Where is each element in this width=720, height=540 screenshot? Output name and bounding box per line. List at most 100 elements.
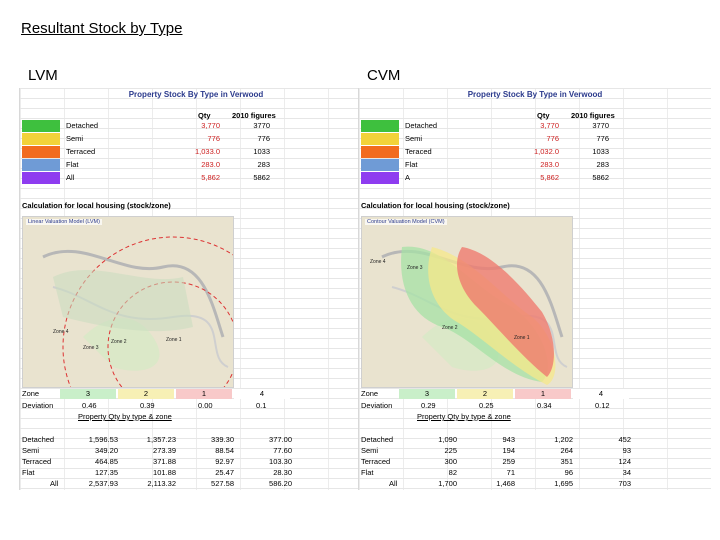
table-cell: 82: [448, 468, 457, 477]
stock-type: Semi: [405, 134, 423, 143]
table-row-type: Terraced: [22, 457, 52, 466]
table-cell: 103.30: [269, 457, 292, 466]
table-cell: 527.58: [211, 479, 234, 488]
stock-swatch: [361, 133, 399, 145]
map-zone-label: Zone 1: [514, 335, 530, 341]
stock-2010: 5862: [253, 173, 270, 182]
table-cell: 1,202: [554, 435, 573, 444]
zone-number: 1: [176, 389, 232, 399]
stock-type: Detached: [405, 121, 438, 130]
cvm-label: CVM: [367, 67, 401, 84]
map-overlay: [23, 217, 233, 387]
deviation-label: Deviation: [361, 401, 393, 410]
table-cell: 71: [506, 468, 515, 477]
table-cell: 351: [560, 457, 573, 466]
table-row-type: Flat: [361, 468, 374, 477]
table-cell: 194: [502, 446, 515, 455]
map-zone-label: Zone 2: [111, 339, 127, 345]
zone-deviation: 0.12: [595, 401, 610, 410]
stock-qty: 283.0: [201, 160, 220, 169]
stock-swatch: [22, 172, 60, 184]
table-cell: 349.20: [95, 446, 118, 455]
table-cell: 2,113.32: [147, 479, 176, 488]
zone-deviation: 0.29: [421, 401, 436, 410]
table-cell: 93: [622, 446, 631, 455]
col-2010-header: 2010 figures: [232, 111, 276, 120]
stock-swatch: [22, 146, 60, 158]
table-row-type: Flat: [22, 468, 35, 477]
zone-number: 1: [515, 389, 571, 399]
stock-qty: 3,770: [201, 121, 220, 130]
stock-swatch: [361, 146, 399, 158]
calc-label: Calculation for local housing (stock/zon…: [361, 201, 510, 210]
stock-type: Flat: [66, 160, 79, 169]
zone-deviation: 0.34: [537, 401, 552, 410]
stock-2010: 5862: [592, 173, 609, 182]
table-cell: 2,537.93: [88, 479, 118, 488]
col-qty-header: Qty: [198, 111, 211, 120]
table-cell: 1,700: [438, 479, 457, 488]
table-cell: 1,468: [496, 479, 515, 488]
map-zone-label: Zone 4: [370, 259, 386, 265]
calc-label: Calculation for local housing (stock/zon…: [22, 201, 171, 210]
table-row-type: All: [50, 479, 59, 488]
zone-label: Zone: [22, 389, 40, 398]
zone-number: 3: [399, 389, 455, 399]
stock-type: Terraced: [66, 147, 96, 156]
table-cell: 92.97: [215, 457, 234, 466]
stock-swatch: [361, 172, 399, 184]
stock-swatch: [22, 133, 60, 145]
stock-type: Semi: [66, 134, 84, 143]
stock-qty: 5,862: [201, 173, 220, 182]
slide-title: Resultant Stock by Type: [21, 20, 183, 37]
table-row-type: Detached: [22, 435, 55, 444]
table-cell: 452: [618, 435, 631, 444]
stock-type: A: [405, 173, 411, 182]
stock-qty: 3,770: [540, 121, 559, 130]
stock-qty: 776: [207, 134, 220, 143]
table-cell: 703: [618, 479, 631, 488]
table-cell: 377.00: [269, 435, 292, 444]
table-cell: 300: [444, 457, 457, 466]
table-row-type: Terraced: [361, 457, 391, 466]
map-zone-label: Zone 3: [83, 345, 99, 351]
table-cell: 259: [502, 457, 515, 466]
zone-deviation: 0.00: [198, 401, 213, 410]
table-cell: 77.60: [273, 446, 292, 455]
table-cell: 371.88: [153, 457, 176, 466]
table-cell: 34: [622, 468, 631, 477]
stock-type: Teraced: [405, 147, 432, 156]
lvm-label: LVM: [28, 67, 58, 84]
table-cell: 88.54: [215, 446, 234, 455]
stock-2010: 3770: [253, 121, 270, 130]
zone-number: 4: [234, 389, 290, 399]
map-title: Linear Valuation Model (LVM): [26, 219, 102, 225]
stock-type: Flat: [405, 160, 418, 169]
stock-qty: 283.0: [540, 160, 559, 169]
map-title: Contour Valuation Model (CVM): [365, 219, 447, 225]
map-zone-label: Zone 2: [442, 325, 458, 331]
stock-swatch: [22, 159, 60, 171]
zone-label: Zone: [361, 389, 379, 398]
zone-deviation: 0.1: [256, 401, 267, 410]
stock-qty: 5,862: [540, 173, 559, 182]
stock-2010: 283: [596, 160, 609, 169]
zone-number: 3: [60, 389, 116, 399]
map-zone-label: Zone 4: [53, 329, 69, 335]
table-cell: 1,596.53: [88, 435, 118, 444]
stock-2010: 776: [257, 134, 270, 143]
sheet-title: Property Stock By Type in Verwood: [128, 90, 264, 99]
col-2010-header: 2010 figures: [571, 111, 615, 120]
table-row-type: All: [389, 479, 398, 488]
table-cell: 225: [444, 446, 457, 455]
stock-swatch: [22, 120, 60, 132]
table-row-type: Semi: [22, 446, 40, 455]
table-cell: 273.39: [153, 446, 176, 455]
table-cell: 28.30: [273, 468, 292, 477]
cvm-spreadsheet: Property Stock By Type in Verwood Qty 2010…: [358, 88, 711, 490]
qty-table-title: Property Qty by type & zone: [417, 412, 511, 421]
zone-number: 4: [573, 389, 629, 399]
table-cell: 96: [564, 468, 573, 477]
stock-type: Detached: [66, 121, 99, 130]
stock-2010: 776: [596, 134, 609, 143]
